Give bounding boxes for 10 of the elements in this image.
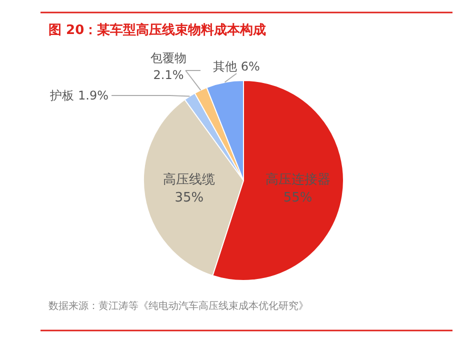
slice-label: 护板 1.9% (49, 88, 109, 102)
slice-label: 包覆物 (150, 51, 186, 66)
slice-label: 其他 6% (213, 60, 260, 74)
source-note: 数据来源：黄江涛等《纯电动汽车高压线束成本优化研究》 (48, 300, 308, 312)
data-label: 55% (283, 190, 312, 206)
slice-label: 高压线缆 (163, 172, 216, 188)
slice-label: 高压连接器 (265, 172, 330, 188)
chart-title: 图 20：某车型高压线束物料成本构成 (48, 22, 266, 38)
data-label: 2.1% (153, 68, 184, 82)
data-label: 35% (174, 190, 204, 206)
